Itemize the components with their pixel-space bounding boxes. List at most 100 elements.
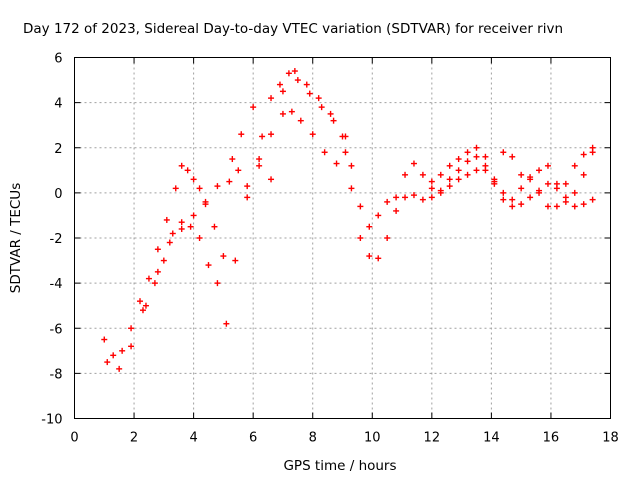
data-point-marker bbox=[437, 171, 444, 178]
data-point-marker bbox=[196, 235, 203, 241]
data-point-marker bbox=[580, 171, 587, 178]
y-tick-label: 6 bbox=[54, 52, 62, 67]
data-point-marker bbox=[279, 88, 286, 95]
data-point-marker bbox=[163, 216, 170, 223]
data-point-marker bbox=[220, 253, 227, 260]
data-point-marker bbox=[402, 194, 409, 201]
data-point-marker bbox=[500, 196, 507, 203]
data-point-marker bbox=[527, 194, 534, 201]
y-tick-label: 0 bbox=[54, 187, 62, 202]
data-point-marker bbox=[226, 178, 233, 185]
data-point-marker bbox=[297, 117, 304, 124]
x-tick-label: 8 bbox=[309, 431, 317, 446]
series-track-a bbox=[101, 104, 349, 359]
data-point-marker bbox=[410, 160, 417, 167]
plot-frame bbox=[74, 57, 611, 419]
data-point-marker bbox=[178, 219, 185, 226]
x-tick-label: 6 bbox=[249, 431, 257, 446]
data-point-marker bbox=[342, 133, 349, 140]
data-point-marker bbox=[223, 320, 230, 327]
y-tick-label: -2 bbox=[50, 232, 63, 247]
data-point-marker bbox=[589, 144, 596, 151]
series-track-c bbox=[142, 70, 349, 327]
data-point-marker bbox=[291, 68, 298, 75]
data-point-marker bbox=[342, 149, 349, 156]
data-point-marker bbox=[509, 203, 516, 210]
data-point-marker bbox=[178, 225, 185, 232]
y-tick-label: -8 bbox=[50, 367, 63, 382]
data-point-marker bbox=[384, 235, 391, 241]
data-point-marker bbox=[428, 185, 435, 192]
data-point-marker bbox=[428, 194, 435, 201]
data-point-marker bbox=[279, 110, 286, 117]
data-point-marker bbox=[190, 212, 197, 219]
data-point-marker bbox=[151, 280, 158, 287]
data-point-marker bbox=[509, 153, 516, 160]
y-tick-label: -10 bbox=[41, 413, 62, 428]
data-point-marker bbox=[544, 162, 551, 169]
data-point-marker bbox=[562, 198, 569, 205]
data-point-marker bbox=[357, 203, 364, 210]
data-point-marker bbox=[190, 176, 197, 183]
data-point-marker bbox=[384, 198, 391, 205]
data-point-marker bbox=[184, 167, 191, 174]
data-point-marker bbox=[116, 365, 123, 372]
data-point-marker bbox=[256, 156, 263, 163]
data-point-marker bbox=[580, 151, 587, 158]
data-point-marker bbox=[101, 336, 108, 343]
data-point-marker bbox=[589, 196, 596, 203]
x-tick-labels: 0 2 4 6 8 10 12 14 16 18 bbox=[70, 431, 618, 446]
data-point-marker bbox=[553, 203, 560, 210]
data-point-marker bbox=[473, 153, 480, 160]
data-point-marker bbox=[142, 302, 149, 309]
data-points bbox=[101, 68, 596, 372]
chart-title: Day 172 of 2023, Sidereal Day-to-day VTE… bbox=[23, 21, 563, 37]
series-track-f bbox=[428, 144, 596, 210]
data-point-marker bbox=[166, 239, 173, 246]
data-point-marker bbox=[276, 81, 283, 88]
data-point-marker bbox=[285, 70, 292, 77]
data-point-marker bbox=[187, 223, 194, 230]
data-point-marker bbox=[196, 185, 203, 192]
data-point-marker bbox=[491, 176, 498, 183]
data-point-marker bbox=[244, 183, 251, 190]
data-point-marker bbox=[366, 253, 373, 260]
data-point-marker bbox=[518, 171, 525, 178]
data-point-marker bbox=[128, 343, 135, 350]
data-point-marker bbox=[500, 189, 507, 196]
x-tick-label: 12 bbox=[424, 431, 441, 446]
data-point-marker bbox=[455, 167, 462, 174]
data-point-marker bbox=[402, 171, 409, 178]
series-track-e bbox=[357, 144, 596, 262]
y-tick-label: -4 bbox=[50, 277, 63, 292]
data-point-marker bbox=[464, 158, 471, 165]
data-point-marker bbox=[309, 131, 316, 138]
data-point-marker bbox=[553, 185, 560, 192]
data-point-marker bbox=[562, 180, 569, 187]
data-point-marker bbox=[464, 171, 471, 178]
data-point-marker bbox=[303, 81, 310, 88]
y-tick-label: -6 bbox=[50, 322, 63, 337]
data-point-marker bbox=[244, 194, 251, 201]
data-point-marker bbox=[544, 180, 551, 187]
data-point-marker bbox=[375, 255, 382, 262]
data-point-marker bbox=[536, 167, 543, 174]
data-point-marker bbox=[139, 307, 146, 314]
data-point-marker bbox=[428, 178, 435, 185]
data-point-marker bbox=[571, 203, 578, 210]
data-point-marker bbox=[518, 185, 525, 192]
data-point-marker bbox=[205, 262, 212, 269]
data-point-marker bbox=[315, 95, 322, 102]
data-point-marker bbox=[160, 257, 167, 264]
data-point-marker bbox=[256, 162, 263, 169]
data-point-marker bbox=[482, 153, 489, 160]
y-axis-label: SDTVAR / TECUs bbox=[8, 183, 24, 293]
data-point-marker bbox=[238, 131, 245, 138]
data-point-marker bbox=[268, 95, 275, 102]
data-point-marker bbox=[509, 196, 516, 203]
data-point-marker bbox=[357, 235, 364, 241]
data-point-marker bbox=[229, 156, 236, 163]
x-tick-label: 10 bbox=[364, 431, 381, 446]
data-point-marker bbox=[393, 194, 400, 201]
